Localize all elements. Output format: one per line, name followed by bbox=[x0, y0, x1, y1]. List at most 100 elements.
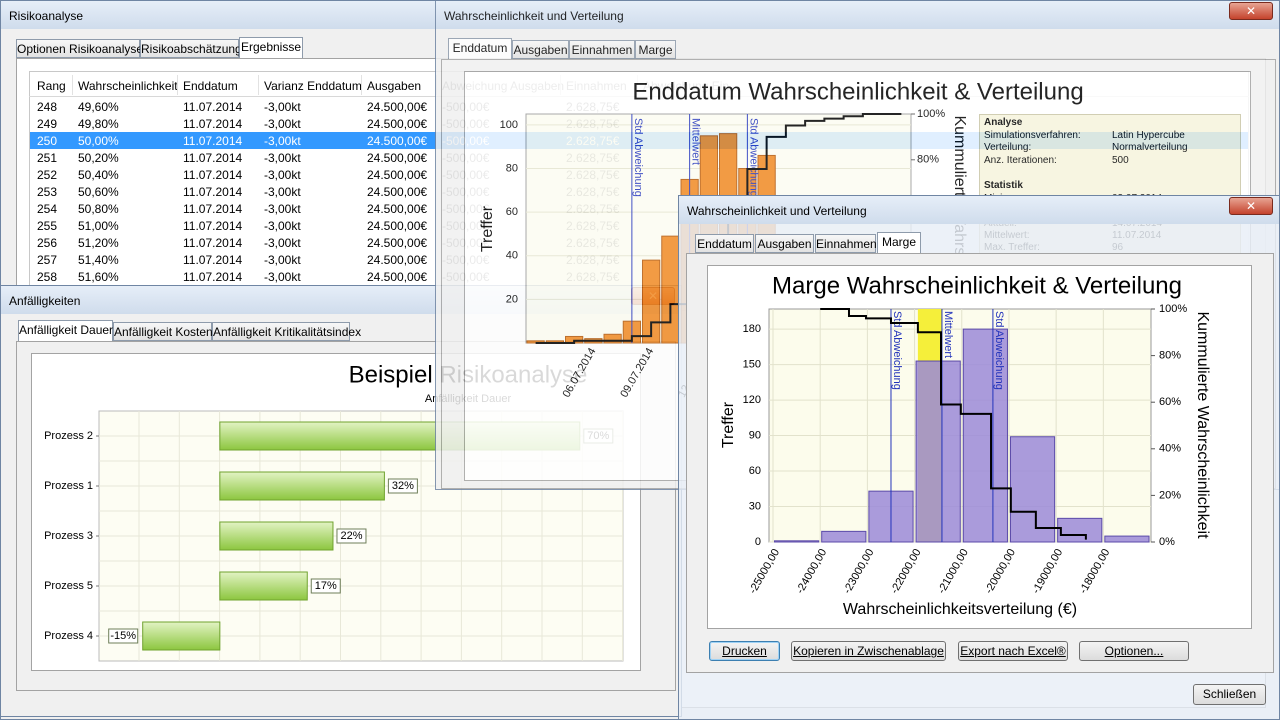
button[interactable]: Export nach Excel® bbox=[958, 641, 1068, 661]
table-cell: 249 bbox=[37, 117, 58, 131]
tab[interactable]: Optionen Risikoanalyse bbox=[16, 39, 143, 58]
value-label: 17% bbox=[315, 580, 337, 592]
column-header: Ausgaben bbox=[367, 79, 422, 93]
table-cell: 11.07.2014 bbox=[183, 270, 243, 284]
y-tick-label: 0 bbox=[755, 536, 761, 548]
tab[interactable]: Risikoabschätzung bbox=[140, 39, 242, 58]
table-cell: 248 bbox=[37, 100, 58, 114]
tab[interactable]: Anfälligkeit Kritikalitätsindex bbox=[212, 322, 361, 341]
y2-tick-label: 100% bbox=[917, 108, 945, 120]
button[interactable]: Optionen... bbox=[1079, 641, 1189, 661]
marker-label: Std Abweichung bbox=[747, 118, 759, 197]
value-label-box bbox=[336, 528, 367, 544]
column-header: Varianz Enddatum bbox=[264, 79, 362, 93]
cumulative-line bbox=[820, 308, 1087, 540]
table-cell: -3,00kt bbox=[264, 202, 301, 216]
x-tick-label: -22000,00 bbox=[889, 547, 924, 596]
tab[interactable]: Marge bbox=[635, 40, 676, 59]
y-tick-label: 20 bbox=[506, 293, 518, 305]
y-tick-label: 120 bbox=[743, 394, 761, 406]
close-button[interactable]: ✕ bbox=[1229, 2, 1273, 20]
marker-label: Mittelwert bbox=[942, 311, 954, 358]
info-key: Anz. Iterationen: bbox=[984, 154, 1057, 166]
tab[interactable]: Ergebnisse bbox=[239, 37, 303, 59]
category-label: Prozess 5 bbox=[44, 580, 93, 592]
table-cell: 24.500,00€ bbox=[367, 185, 428, 199]
tab[interactable]: Einnahmen bbox=[815, 234, 877, 253]
title-bar bbox=[436, 1, 1279, 29]
marker-label: Mittelwert bbox=[690, 118, 702, 165]
y2-tick-label: 80% bbox=[917, 154, 939, 166]
column-separator bbox=[177, 75, 178, 95]
tab[interactable]: Ausgaben bbox=[755, 234, 814, 253]
close-button[interactable]: ✕ bbox=[1229, 197, 1273, 215]
chart: Marge Wahrscheinlichkeit & Verteilung -25… bbox=[720, 272, 1211, 618]
tab[interactable]: Marge bbox=[877, 232, 921, 254]
bar bbox=[219, 571, 308, 601]
table-cell: 50,60% bbox=[78, 185, 119, 199]
table-cell: 51,40% bbox=[78, 253, 119, 267]
tab[interactable]: Enddatum bbox=[448, 38, 512, 60]
y-tick-label: 40 bbox=[506, 250, 518, 262]
table-cell: 11.07.2014 bbox=[183, 151, 243, 165]
table-cell: 11.07.2014 bbox=[183, 100, 243, 114]
table-cell: 24.500,00€ bbox=[367, 236, 428, 250]
y2-tick-label: 20% bbox=[1159, 489, 1181, 501]
y-tick-label: 180 bbox=[743, 323, 761, 335]
distribution-window-front: Wahrscheinlichkeit und Verteilung ✕ Enddat… bbox=[678, 195, 1280, 720]
button[interactable]: Drucken bbox=[709, 641, 780, 661]
title-bar bbox=[679, 196, 1279, 224]
x-axis-label: Wahrscheinlichkeitsverteilung (€) bbox=[843, 601, 1077, 618]
category-label: Prozess 1 bbox=[44, 480, 93, 492]
table-cell: 24.500,00€ bbox=[367, 151, 428, 165]
button[interactable]: Kopieren in Zwischenablage bbox=[791, 641, 946, 661]
tab[interactable]: Anfälligkeit Kosten bbox=[113, 322, 213, 341]
info-key: Simulationsverfahren: bbox=[984, 130, 1081, 141]
value-label: 22% bbox=[340, 530, 362, 542]
y2-tick-label: 40% bbox=[1159, 443, 1181, 455]
y-tick-label: 60 bbox=[506, 206, 518, 218]
close-dialog-button[interactable]: Schließen bbox=[1193, 684, 1266, 705]
bar bbox=[1104, 535, 1150, 543]
bar bbox=[1057, 517, 1103, 543]
tab[interactable]: Einnahmen bbox=[569, 40, 635, 59]
x-tick-label: -19000,00 bbox=[1030, 547, 1065, 596]
table-cell: 11.07.2014 bbox=[183, 168, 243, 182]
table-cell: -3,00kt bbox=[264, 185, 301, 199]
table-cell: -3,00kt bbox=[264, 151, 301, 165]
info-key: Verteilung: bbox=[984, 142, 1032, 154]
x-tick-label: 06.07.2014 bbox=[561, 346, 599, 400]
table-cell: 253 bbox=[37, 185, 58, 199]
layer: Wahrscheinlichkeit und Verteilung ✕ Enddat… bbox=[679, 196, 1279, 719]
bar bbox=[915, 360, 961, 543]
table-cell: 24.500,00€ bbox=[367, 117, 428, 131]
table-cell: -3,00kt bbox=[264, 270, 301, 284]
table-cell: 256 bbox=[37, 236, 58, 250]
y-tick-label: 150 bbox=[743, 358, 761, 370]
value-label-box bbox=[108, 628, 139, 644]
table-cell: 255 bbox=[37, 219, 58, 233]
table-cell: 11.07.2014 bbox=[183, 117, 243, 131]
table-cell: 24.500,00€ bbox=[367, 253, 428, 267]
x-tick-label: -23000,00 bbox=[841, 547, 876, 596]
column-header: Wahrscheinlichkeit bbox=[78, 79, 178, 93]
table-cell: -3,00kt bbox=[264, 168, 301, 182]
y-tick-label: 60 bbox=[749, 465, 761, 477]
y-tick-label: 80 bbox=[506, 162, 518, 174]
table-cell: -3,00kt bbox=[264, 236, 301, 250]
chart-title: Marge Wahrscheinlichkeit & Verteilung bbox=[772, 272, 1182, 299]
value-label-box bbox=[310, 578, 341, 594]
table-cell: 50,00% bbox=[78, 134, 119, 148]
marker-label: Std Abweichung bbox=[993, 311, 1005, 390]
y-tick-label: 30 bbox=[749, 500, 761, 512]
tab[interactable]: Enddatum bbox=[695, 234, 754, 253]
table-cell: -3,00kt bbox=[264, 100, 301, 114]
table-cell: 51,20% bbox=[78, 236, 119, 250]
table-cell: 50,20% bbox=[78, 151, 119, 165]
table-cell: 257 bbox=[37, 253, 58, 267]
tab[interactable]: Ausgaben bbox=[512, 40, 569, 59]
y-axis-label: Treffer bbox=[479, 205, 496, 252]
table-cell: 254 bbox=[37, 202, 58, 216]
y2-tick-label: 100% bbox=[1159, 303, 1187, 315]
